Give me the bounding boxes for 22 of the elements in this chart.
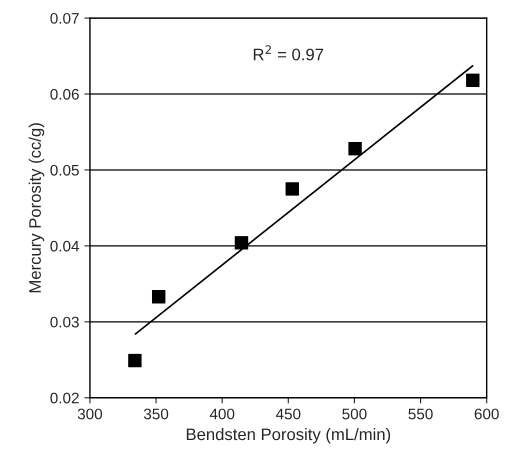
y-tick-label: 0.07 <box>50 12 79 24</box>
annotation: R$^{2}$ = 0.97 <box>254 45 324 60</box>
point <box>152 290 166 304</box>
point <box>234 236 248 250</box>
x-tick-label: 550 <box>408 408 433 420</box>
y-tick-label: 0.05 <box>50 164 79 176</box>
point <box>348 142 362 156</box>
x-tick-label: 600 <box>474 408 499 420</box>
y-tick-label: 0.04 <box>50 240 80 252</box>
point <box>286 182 299 196</box>
x-tick-label: 300 <box>78 408 102 420</box>
x-tick-label: 350 <box>144 408 168 420</box>
x-tick-label: 450 <box>276 408 300 420</box>
x-tick-label: 400 <box>210 408 234 420</box>
y-axis-title: Mercury Porosity (cc/g) <box>28 123 44 292</box>
x-tick-label: 500 <box>342 408 367 420</box>
y-tick-label: 0.03 <box>50 316 79 328</box>
y-tick-label: 0.06 <box>50 88 79 100</box>
x-axis-title: Bendsten Porosity (mL/min) <box>186 428 390 444</box>
point <box>466 74 480 88</box>
y-tick-label: 0.02 <box>50 392 79 404</box>
point <box>128 354 142 368</box>
